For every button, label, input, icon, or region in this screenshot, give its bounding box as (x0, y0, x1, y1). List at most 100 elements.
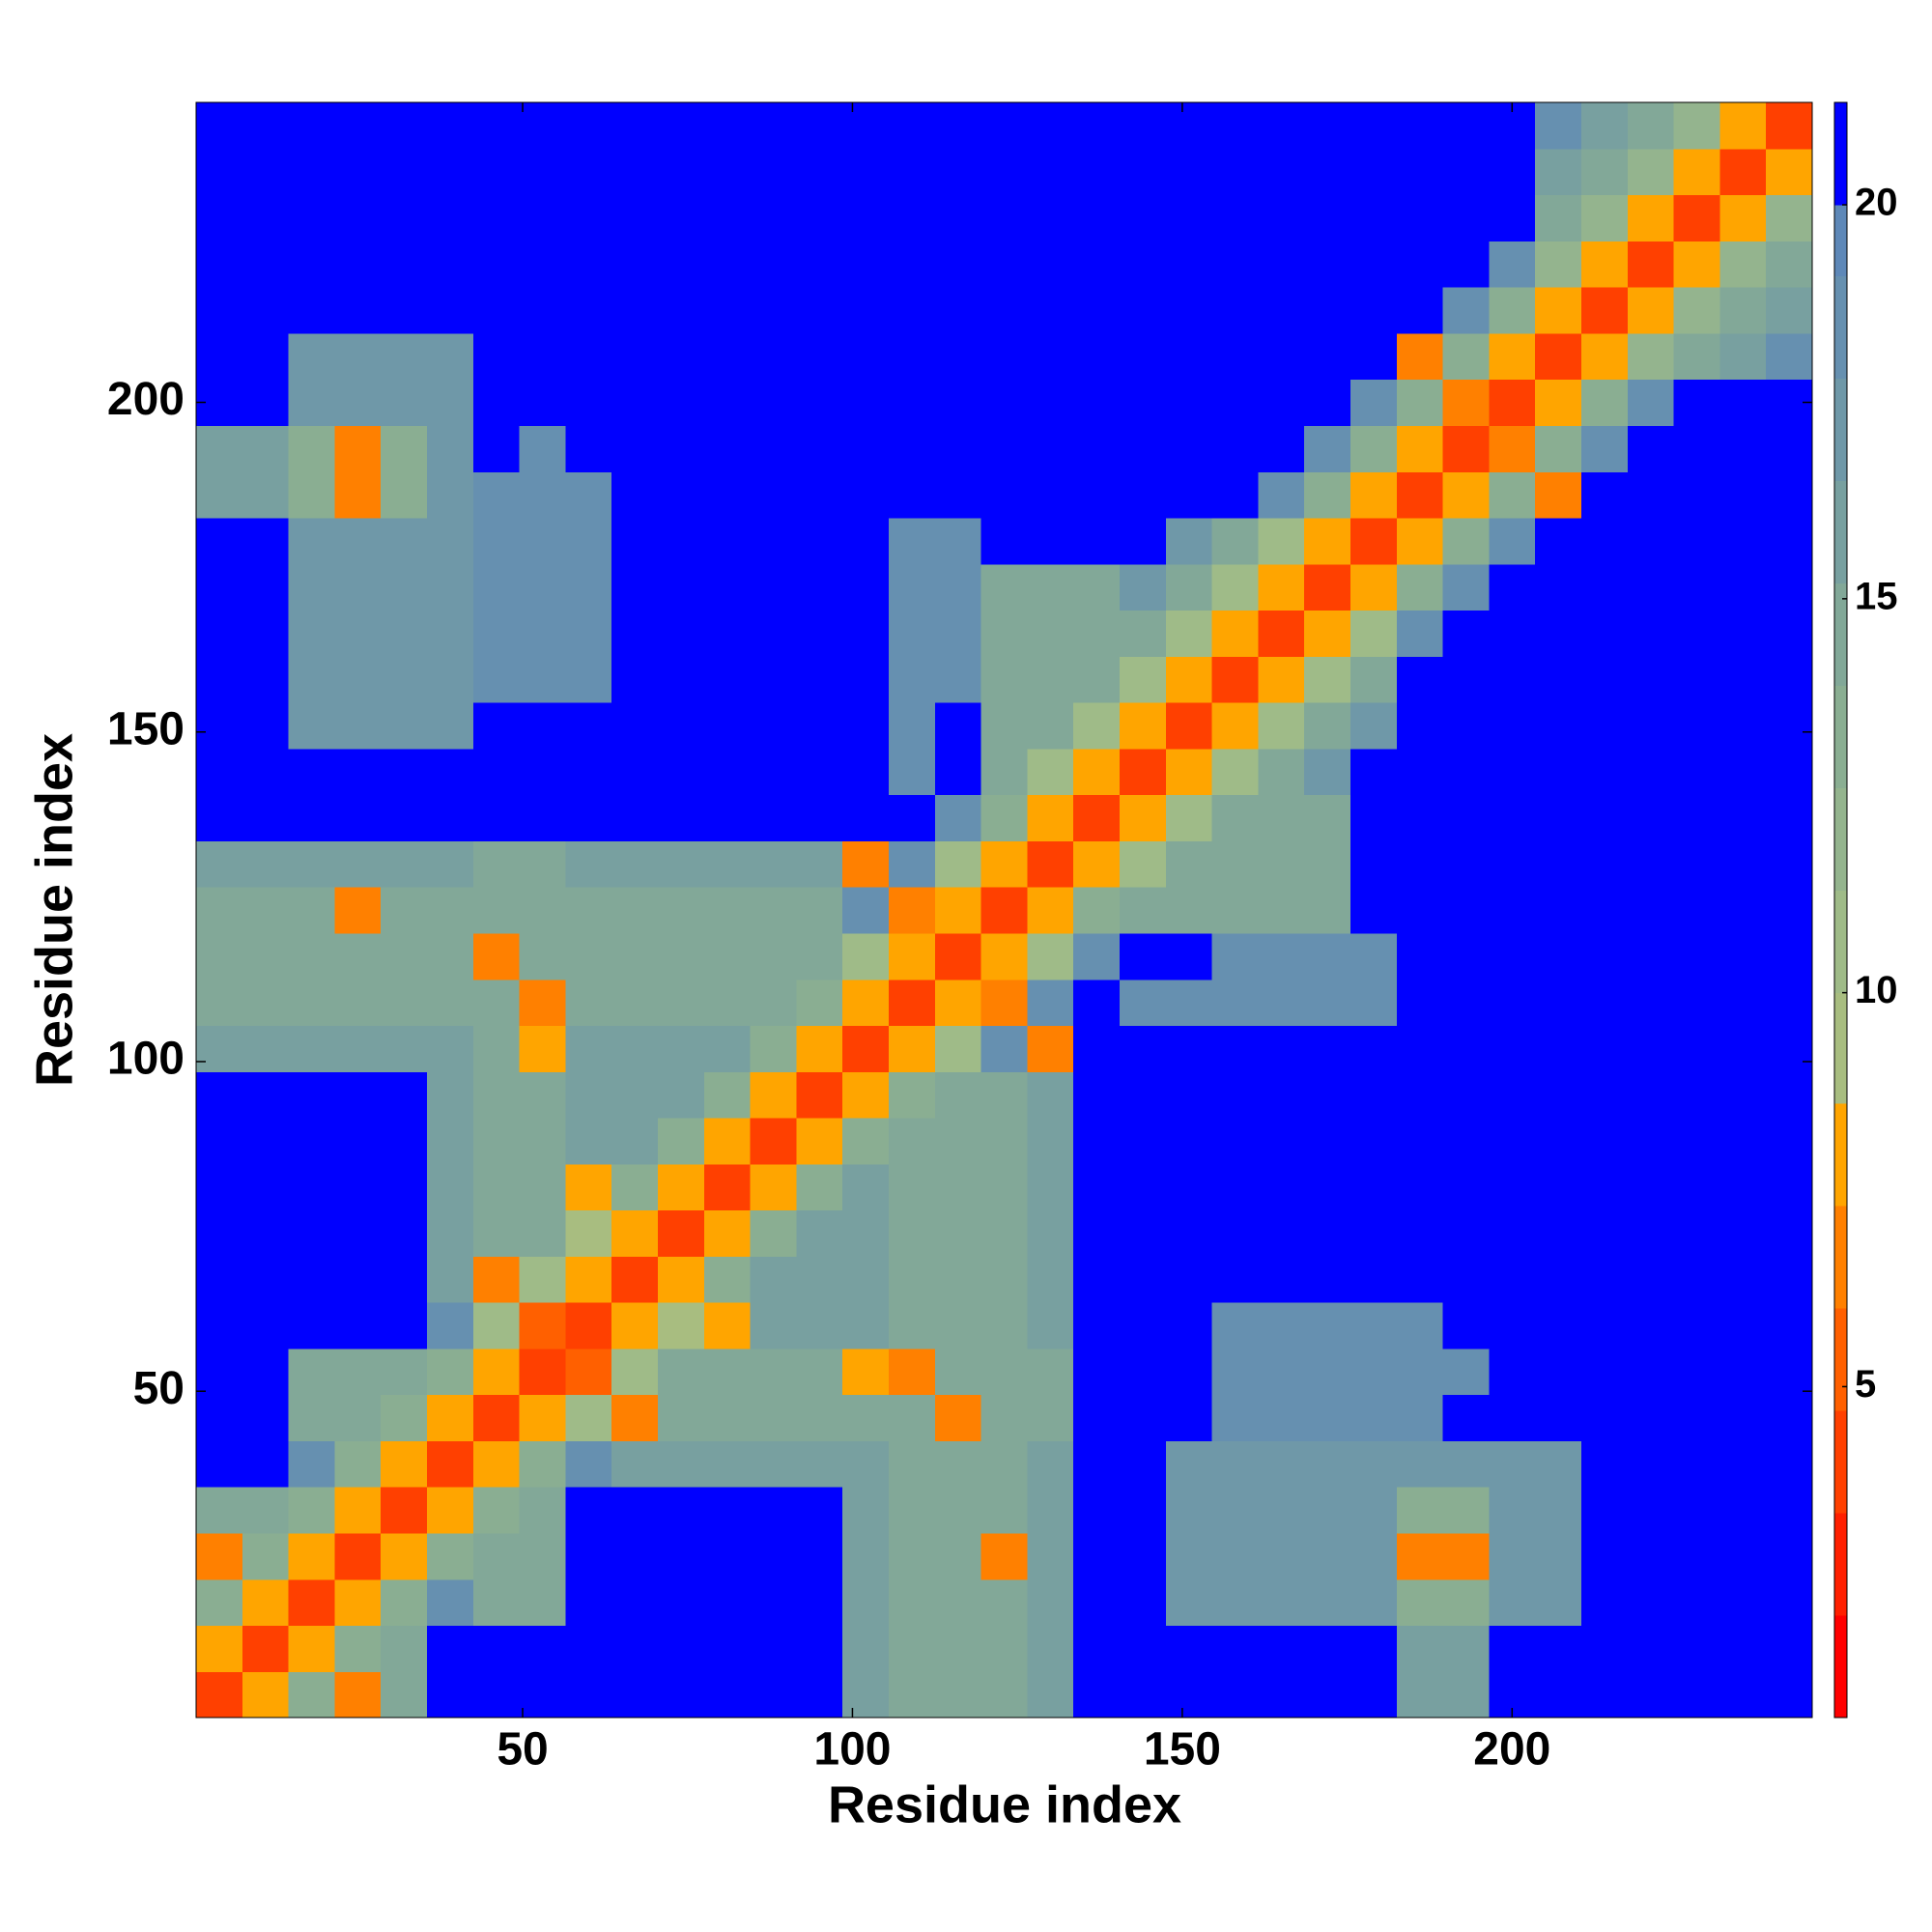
heatmap-cell (1581, 1532, 1629, 1580)
heatmap-cell (1535, 794, 1582, 841)
heatmap-cell (519, 656, 566, 703)
heatmap-cell (750, 794, 797, 841)
heatmap-cell (703, 425, 752, 472)
heatmap-cell (472, 1440, 521, 1488)
heatmap-cell (565, 1671, 612, 1719)
heatmap-cell (427, 1117, 474, 1165)
heatmap-cell (842, 1578, 890, 1627)
heatmap-cell (796, 517, 843, 565)
heatmap-cell (842, 702, 890, 750)
heatmap-cell (980, 194, 1028, 242)
heatmap-cell (565, 471, 612, 519)
heatmap-cell (980, 517, 1028, 565)
heatmap-cell (934, 1117, 982, 1165)
heatmap-cell (1581, 517, 1629, 565)
heatmap-cell (934, 332, 982, 381)
heatmap-cell (1766, 1025, 1813, 1072)
colorbar-tick-label: 5 (1855, 1363, 1876, 1406)
heatmap-cell (750, 332, 797, 381)
heatmap-cell (1258, 425, 1305, 472)
heatmap-cell (381, 1025, 428, 1072)
heatmap-cell (1766, 1209, 1813, 1257)
heatmap-cell (1258, 379, 1305, 426)
heatmap-cell (1258, 517, 1305, 565)
heatmap-cell (1396, 1532, 1444, 1580)
heatmap-cell (796, 656, 843, 703)
heatmap-cell (1442, 932, 1490, 980)
heatmap-cell (1627, 1209, 1675, 1257)
heatmap-cell (1027, 887, 1074, 934)
heatmap-cell (658, 979, 705, 1027)
heatmap-cell (288, 241, 335, 288)
heatmap-cell (472, 241, 521, 288)
heatmap-cell (611, 702, 659, 750)
heatmap-cell (242, 1487, 290, 1534)
heatmap-cell (1396, 102, 1444, 150)
heatmap-cell (611, 748, 659, 796)
heatmap-cell (980, 979, 1028, 1027)
heatmap-cell (796, 102, 843, 150)
heatmap-cell (980, 840, 1028, 888)
heatmap-cell (565, 1532, 612, 1580)
heatmap-cell (1120, 656, 1167, 703)
heatmap-cell (334, 1487, 382, 1534)
heatmap-cell (1165, 379, 1213, 426)
heatmap-cell (1211, 1578, 1259, 1627)
heatmap-cell (565, 1071, 612, 1119)
heatmap-cell (934, 1671, 982, 1719)
heatmap-cell (519, 517, 566, 565)
heatmap-cell (565, 1394, 612, 1441)
heatmap-cell (1350, 1163, 1398, 1211)
heatmap-cell (980, 148, 1028, 196)
heatmap-cell (842, 241, 890, 288)
heatmap-cell (472, 1025, 521, 1072)
heatmap-cell (1581, 1256, 1629, 1303)
heatmap-cell (1766, 1440, 1813, 1488)
heatmap-cell (611, 287, 659, 334)
heatmap-cell (519, 979, 566, 1027)
heatmap-cell (242, 287, 290, 334)
heatmap-cell (658, 1025, 705, 1072)
heatmap-cell (1027, 840, 1074, 888)
heatmap-cell (611, 1025, 659, 1072)
heatmap-cell (703, 1532, 752, 1580)
heatmap-cell (334, 194, 382, 242)
heatmap-cell (1073, 379, 1121, 426)
heatmap-cell (934, 563, 982, 611)
heatmap-cell (1350, 932, 1398, 980)
heatmap-cell (472, 702, 521, 750)
heatmap-cell (1535, 1440, 1582, 1488)
heatmap-cell (1396, 656, 1444, 703)
heatmap-cell (1073, 702, 1121, 750)
heatmap-cell (750, 1532, 797, 1580)
heatmap-cell (472, 1302, 521, 1350)
heatmap-cell (1304, 1256, 1351, 1303)
heatmap-cell (1165, 887, 1213, 934)
heatmap-cell (1073, 979, 1121, 1027)
heatmap-cell (334, 748, 382, 796)
heatmap-cell (1673, 1440, 1720, 1488)
heatmap-cell (1165, 471, 1213, 519)
heatmap-cell (934, 1256, 982, 1303)
heatmap-cell (658, 840, 705, 888)
heatmap-cell (334, 1256, 382, 1303)
heatmap-cell (381, 241, 428, 288)
heatmap-cell (242, 1532, 290, 1580)
heatmap-cell (1211, 194, 1259, 242)
heatmap-cell (796, 1671, 843, 1719)
heatmap-cell (381, 1209, 428, 1257)
heatmap-cell (334, 979, 382, 1027)
heatmap-cell (1581, 1302, 1629, 1350)
heatmap-cell (288, 517, 335, 565)
heatmap-cell (1350, 840, 1398, 888)
heatmap-cell (980, 1256, 1028, 1303)
heatmap-cell (242, 1025, 290, 1072)
heatmap-cell (288, 425, 335, 472)
heatmap-cell (1442, 563, 1490, 611)
colorbar-segment (1834, 1614, 1847, 1719)
heatmap-cell (1165, 1348, 1213, 1396)
heatmap-cell (796, 932, 843, 980)
heatmap-cell (1535, 1163, 1582, 1211)
heatmap-cell (1535, 610, 1582, 657)
heatmap-cell (980, 610, 1028, 657)
